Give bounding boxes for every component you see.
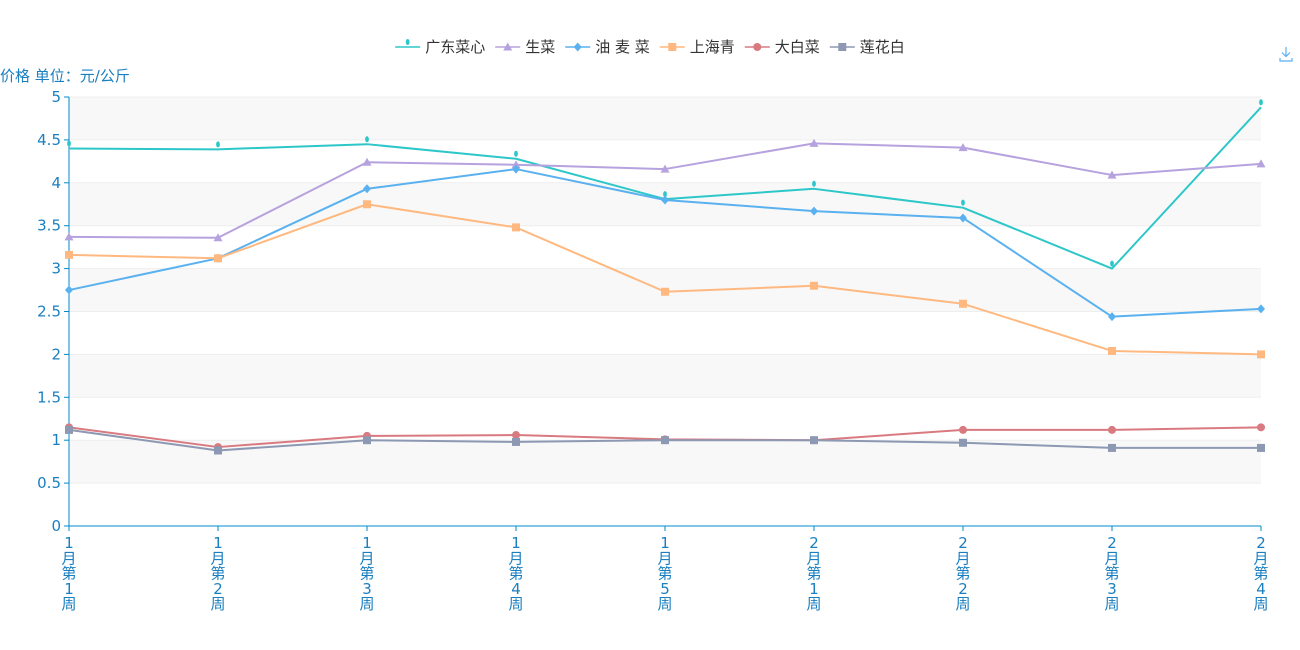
data-point[interactable]: [512, 164, 520, 174]
legend-item[interactable]: 生菜: [495, 38, 555, 56]
data-point[interactable]: [65, 285, 73, 295]
legend-item[interactable]: 油 麦 菜: [565, 38, 650, 56]
legend-label: 莲花白: [860, 38, 905, 56]
series-6: [65, 425, 1265, 455]
legend-label: 大白菜: [775, 38, 820, 56]
data-point[interactable]: [959, 438, 967, 447]
x-tick-label: 1 月第 1 周: [61, 534, 76, 613]
data-point[interactable]: [958, 143, 968, 152]
data-point[interactable]: [1107, 170, 1117, 179]
data-point[interactable]: [961, 199, 965, 206]
legend-marker[interactable]: [668, 43, 677, 51]
y-tick-label: 3: [51, 260, 61, 278]
data-point[interactable]: [363, 436, 371, 445]
y-tick-label: 4: [51, 174, 61, 192]
data-point[interactable]: [810, 206, 818, 216]
legend-label: 油 麦 菜: [595, 38, 650, 56]
data-point[interactable]: [661, 436, 669, 445]
data-point[interactable]: [1257, 350, 1265, 359]
x-axis-ticks: 1 月第 1 周 1 月第 2 周 1 月第 3 周 1 月第 4 周 1 月第 5 周 2 月第 1 周 2 月第 2 周 2 月第 3 周…: [61, 526, 1269, 613]
x-tick-label: 2 月第 2 周: [955, 534, 970, 613]
data-point[interactable]: [959, 299, 967, 308]
data-point[interactable]: [1108, 312, 1116, 322]
data-point[interactable]: [216, 141, 220, 148]
y-axis-ticks: 0 0.5 1 1.5 2 2.5 3 3.5 4 4.5 5: [37, 88, 69, 535]
data-point[interactable]: [661, 287, 669, 296]
grid-bands: [69, 97, 1261, 484]
y-tick-label: 0: [51, 517, 61, 535]
legend-item[interactable]: 莲花白: [829, 38, 905, 56]
data-point[interactable]: [65, 425, 73, 434]
y-tick-label: 4.5: [37, 131, 61, 149]
data-point[interactable]: [512, 223, 520, 232]
legend-label: 广东菜心: [425, 38, 485, 56]
x-tick-label: 1 月第 5 周: [657, 534, 672, 613]
data-point[interactable]: [810, 436, 818, 445]
y-tick-label: 2.5: [37, 303, 61, 321]
series-group: [64, 99, 1266, 455]
download-icon[interactable]: [1278, 46, 1294, 62]
legend-item[interactable]: 上海青: [659, 38, 735, 56]
y-tick-label: 2: [51, 345, 61, 363]
y-axis-label: 价格 单位：元/公斤: [0, 67, 130, 85]
grid-band: [69, 354, 1261, 398]
legend-marker[interactable]: [405, 39, 410, 45]
data-point[interactable]: [65, 250, 73, 259]
data-point[interactable]: [1256, 159, 1266, 168]
legend-marker[interactable]: [503, 42, 513, 51]
data-point[interactable]: [512, 431, 520, 440]
data-point[interactable]: [363, 200, 371, 209]
series-4: [65, 200, 1265, 359]
series-2: [64, 138, 1266, 242]
data-point[interactable]: [1110, 260, 1114, 267]
y-tick-label: 3.5: [37, 217, 61, 235]
data-point[interactable]: [362, 157, 372, 166]
data-point[interactable]: [514, 150, 518, 157]
y-tick-label: 0.5: [37, 474, 61, 492]
x-tick-label: 2 月第 3 周: [1104, 534, 1119, 613]
legend-marker[interactable]: [753, 43, 762, 51]
data-point[interactable]: [1257, 423, 1265, 432]
legend-item[interactable]: 大白菜: [744, 38, 820, 56]
data-point[interactable]: [512, 437, 520, 446]
y-tick-label: 5: [51, 88, 61, 106]
data-point[interactable]: [959, 213, 967, 223]
legend[interactable]: 广东菜心 生菜 油 麦 菜 上海青 大白菜 莲花白: [395, 38, 905, 56]
data-point[interactable]: [810, 281, 818, 290]
x-tick-label: 1 月第 4 周: [508, 534, 523, 613]
legend-marker[interactable]: [838, 43, 847, 51]
data-point[interactable]: [214, 254, 222, 263]
y-tick-label: 1.5: [37, 388, 61, 406]
x-tick-label: 2 月第 1 周: [806, 534, 821, 613]
legend-label: 上海青: [690, 38, 735, 56]
data-point[interactable]: [214, 446, 222, 455]
data-point[interactable]: [363, 184, 371, 194]
data-point[interactable]: [1259, 99, 1263, 106]
x-tick-label: 1 月第 3 周: [359, 534, 374, 613]
data-point[interactable]: [511, 160, 521, 169]
legend-label: 生菜: [525, 38, 555, 56]
x-tick-label: 1 月第 2 周: [210, 534, 225, 613]
legend-marker[interactable]: [573, 42, 582, 52]
data-point[interactable]: [809, 138, 819, 147]
data-point[interactable]: [1257, 304, 1265, 314]
data-point[interactable]: [959, 425, 967, 434]
y-tick-label: 1: [51, 431, 61, 449]
data-point[interactable]: [1108, 443, 1116, 452]
data-point[interactable]: [660, 164, 670, 173]
data-point[interactable]: [1108, 346, 1116, 355]
data-point[interactable]: [812, 180, 816, 187]
x-tick-label: 2 月第 4 周: [1253, 534, 1268, 613]
data-point[interactable]: [1257, 443, 1265, 452]
data-point[interactable]: [365, 136, 369, 143]
data-point[interactable]: [1108, 425, 1116, 434]
grid-band: [69, 97, 1261, 140]
data-point[interactable]: [213, 233, 223, 242]
data-point[interactable]: [663, 191, 667, 198]
data-point[interactable]: [67, 140, 71, 147]
legend-item[interactable]: 广东菜心: [395, 38, 485, 56]
data-point[interactable]: [64, 232, 74, 241]
data-point[interactable]: [661, 195, 669, 205]
